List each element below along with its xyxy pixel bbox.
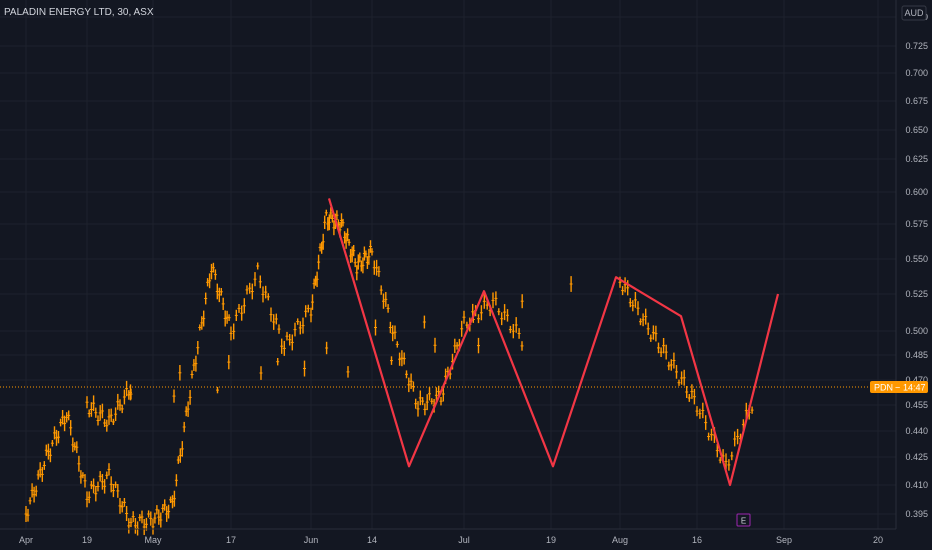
time-tick-label: 14 xyxy=(367,535,377,545)
chart-grid xyxy=(0,0,896,529)
price-tick-label: 0.650 xyxy=(905,125,928,135)
earnings-event-letter: E xyxy=(741,517,746,526)
current-price-time: 14:47 xyxy=(903,383,926,393)
earnings-event-marker[interactable]: E xyxy=(736,513,751,527)
price-tick-label: 0.625 xyxy=(905,154,928,164)
price-tick-label: 0.500 xyxy=(905,326,928,336)
price-tick-label: 0.675 xyxy=(905,96,928,106)
price-tick-label: 0.725 xyxy=(905,41,928,51)
time-tick-label: 20 xyxy=(873,535,883,545)
chart-title: PALADIN ENERGY LTD, 30, ASX xyxy=(4,7,154,18)
price-tick-label: 0.525 xyxy=(905,289,928,299)
currency-label: AUD xyxy=(904,8,924,18)
time-tick-label: Aug xyxy=(612,535,628,545)
price-tick-label: 0.395 xyxy=(905,509,928,519)
price-tick-label: 0.550 xyxy=(905,254,928,264)
price-tick-label: 0.600 xyxy=(905,187,928,197)
time-tick-label: May xyxy=(144,535,162,545)
current-price-ticker: PDN xyxy=(874,383,893,393)
w-pattern-drawing[interactable] xyxy=(327,198,780,487)
price-tick-label: 0.485 xyxy=(905,350,928,360)
current-price-tag[interactable]: PDN − 14:47 xyxy=(870,381,928,393)
price-tick-label: 0.455 xyxy=(905,400,928,410)
time-tick-label: 19 xyxy=(546,535,556,545)
price-tick-label: 0.410 xyxy=(905,480,928,490)
price-tick-label: 0.700 xyxy=(905,68,928,78)
time-tick-label: Jul xyxy=(458,535,470,545)
time-tick-label: Sep xyxy=(776,535,792,545)
current-price-separator: − xyxy=(895,383,900,393)
price-tick-label: 0.470 xyxy=(905,375,928,385)
price-tick-label: 0.440 xyxy=(905,426,928,436)
price-tick-label: 0.575 xyxy=(905,219,928,229)
pattern-line[interactable] xyxy=(327,198,780,487)
time-tick-label: Jun xyxy=(304,535,319,545)
currency-badge[interactable] xyxy=(901,5,927,21)
time-axis[interactable]: Apr 19 May 17 Jun 14 Jul 19 Aug 16 Sep 20 xyxy=(19,535,883,545)
price-axis[interactable]: 0.7500.7250.7000.6750.6500.6250.6000.575… xyxy=(905,12,928,519)
time-tick-label: 16 xyxy=(692,535,702,545)
price-series xyxy=(24,207,754,536)
price-tick-label: 0.425 xyxy=(905,452,928,462)
time-tick-label: 17 xyxy=(226,535,236,545)
time-tick-label: Apr xyxy=(19,535,33,545)
time-tick-label: 19 xyxy=(82,535,92,545)
